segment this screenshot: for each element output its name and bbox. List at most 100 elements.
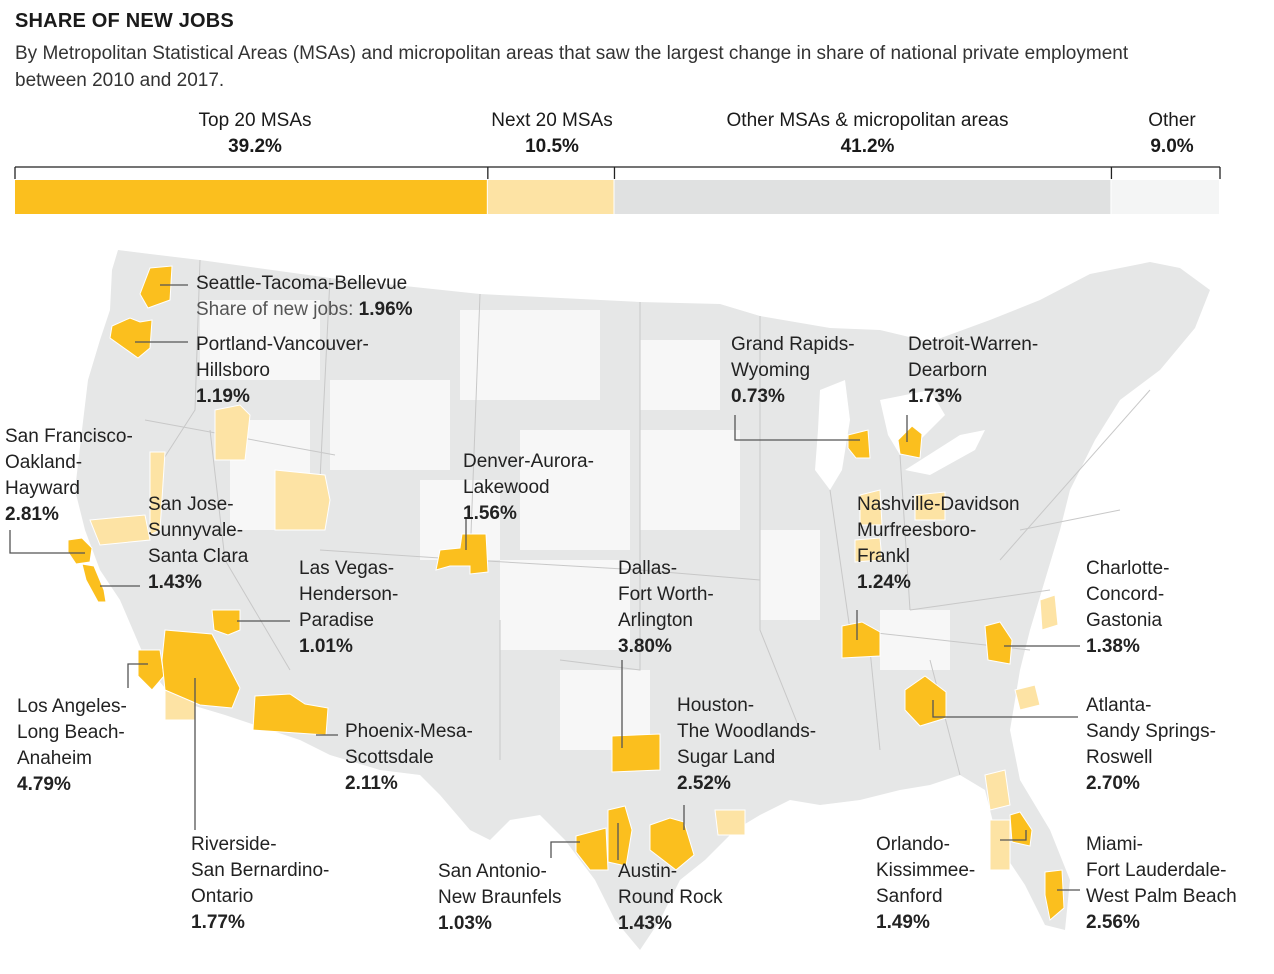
- leader-sanantonio: [550, 841, 580, 858]
- msa-name: Roswell: [1086, 747, 1153, 768]
- msa-share: 4.79%: [17, 774, 71, 795]
- next20-msa-regions: [89, 404, 1059, 871]
- legend-other-msas: Other MSAs & micropolitan areas 41.2%: [660, 108, 1075, 160]
- msa-label-portland: Portland-Vancouver- Hillsboro 1.19%: [196, 332, 369, 410]
- msa-share: 2.11%: [345, 773, 398, 794]
- msa-label-grandrapids: Grand Rapids- Wyoming 0.73%: [731, 332, 855, 410]
- msa-name: Orlando-: [876, 834, 950, 855]
- msa-name: Seattle-Tacoma-Bellevue: [196, 273, 408, 294]
- msa-grandrapids: [847, 429, 871, 459]
- msa-share: 1.77%: [191, 912, 245, 933]
- leader-lines: [9, 284, 1080, 891]
- msa-riverside: [161, 629, 241, 709]
- msa-name: Sandy Springs-: [1086, 721, 1216, 742]
- msa-name: Sugar Land: [677, 747, 776, 768]
- msa-seattle: [139, 265, 173, 309]
- msa-share: 1.43%: [618, 913, 672, 934]
- msa-name: Atlanta-: [1086, 695, 1152, 716]
- leader-grandrapids: [734, 415, 860, 441]
- msa-name: Phoenix-Mesa-: [345, 721, 473, 742]
- legend-other-msas-value: 41.2%: [840, 136, 895, 157]
- chart-title: SHARE OF NEW JOBS: [15, 10, 234, 32]
- msa-dallas: [611, 733, 661, 773]
- msa-name: Fort Lauderdale-: [1086, 860, 1227, 881]
- msa-name: The Woodlands-: [677, 721, 817, 742]
- msa-name: Grand Rapids-: [731, 334, 855, 355]
- msa-share: 2.56%: [1086, 912, 1140, 933]
- msa-name: Charlotte-: [1086, 558, 1170, 579]
- msa-name: Austin-: [618, 861, 678, 882]
- msa-name: San Antonio-: [438, 861, 547, 882]
- msa-miami: [1044, 869, 1065, 921]
- msa-name: Sanford: [876, 886, 943, 907]
- msa-label-nashville: Nashville-Davidson Murfreesboro- Frankl …: [857, 492, 1020, 596]
- msa-name: Gastonia: [1086, 610, 1163, 631]
- msa-name: Concord-: [1086, 584, 1165, 605]
- msa-share: 1.56%: [463, 503, 517, 524]
- msa-name: Arlington: [618, 610, 693, 631]
- msa-name: Lakewood: [463, 477, 550, 498]
- msa-share: 1.01%: [299, 636, 353, 657]
- msa-portland: [109, 317, 153, 359]
- msa-name: Anaheim: [17, 748, 92, 769]
- msa-name: New Braunfels: [438, 887, 562, 908]
- msa-name: Round Rock: [618, 887, 723, 908]
- msa-name: San Francisco-: [5, 426, 133, 447]
- msa-name: Oakland-: [5, 452, 83, 473]
- msa-name: Los Angeles-: [17, 696, 127, 717]
- msa-denver: [435, 533, 489, 575]
- msa-label-denver: Denver-Aurora- Lakewood 1.56%: [463, 449, 594, 527]
- chart-subtitle: By Metropolitan Statistical Areas (MSAs)…: [15, 43, 1129, 91]
- legend-other-msas-name: Other MSAs & micropolitan areas: [726, 110, 1009, 131]
- msa-share: 1.73%: [908, 386, 962, 407]
- msa-name: Portland-Vancouver-: [196, 334, 369, 355]
- lake-erie: [905, 430, 985, 475]
- msa-name: Murfreesboro-: [857, 520, 977, 541]
- msa-sanantonio: [575, 827, 609, 871]
- stacked-share-bar: [14, 166, 1221, 214]
- share-prefix: Share of new jobs:: [196, 299, 354, 320]
- msa-label-sf: San Francisco- Oakland- Hayward 2.81%: [5, 424, 133, 528]
- legend-top20-name: Top 20 MSAs: [198, 110, 312, 131]
- msa-share: 0.73%: [731, 386, 785, 407]
- msa-name: Frankl: [857, 546, 910, 567]
- msa-share: 2.70%: [1086, 773, 1140, 794]
- msa-sanjose: [81, 563, 107, 603]
- msa-name: Las Vegas-: [299, 558, 395, 579]
- msa-label-la: Los Angeles- Long Beach- Anaheim 4.79%: [17, 694, 127, 798]
- msa-share: 2.81%: [5, 504, 59, 525]
- legend-other-value: 9.0%: [1150, 136, 1194, 157]
- msa-label-miami: Miami- Fort Lauderdale- West Palm Beach …: [1086, 832, 1237, 936]
- msa-label-lasvegas: Las Vegas- Henderson- Paradise 1.01%: [299, 556, 398, 660]
- bar-segment-top20: [15, 180, 487, 214]
- msa-name: Houston-: [677, 695, 755, 716]
- msa-label-austin: Austin- Round Rock 1.43%: [618, 859, 723, 937]
- msa-name: Dearborn: [908, 360, 988, 381]
- msa-label-houston: Houston- The Woodlands- Sugar Land 2.52%: [677, 693, 816, 797]
- msa-name: Wyoming: [731, 360, 811, 381]
- msa-name: Miami-: [1086, 834, 1143, 855]
- msa-name: Detroit-Warren-: [908, 334, 1039, 355]
- msa-sf: [67, 537, 93, 565]
- leader-orlando: [1000, 830, 1027, 841]
- rural-county-patches: [200, 300, 950, 750]
- msa-houston: [649, 817, 695, 871]
- msa-name: Hillsboro: [196, 360, 270, 381]
- msa-name: Long Beach-: [17, 722, 125, 743]
- bar-segment-other: [1111, 180, 1219, 214]
- msa-charlotte: [984, 621, 1013, 665]
- msa-name: Paradise: [299, 610, 374, 631]
- msa-label-detroit: Detroit-Warren- Dearborn 1.73%: [908, 332, 1038, 410]
- msa-name: Dallas-: [618, 558, 678, 579]
- msa-name: Fort Worth-: [618, 584, 714, 605]
- msa-share: 1.38%: [1086, 636, 1140, 657]
- msa-label-orlando: Orlando- Kissimmee- Sanford 1.49%: [876, 832, 975, 936]
- msa-detroit: [897, 425, 923, 459]
- msa-name: Henderson-: [299, 584, 399, 605]
- msa-name: Sunnyvale-: [148, 520, 244, 541]
- msa-name: Nashville-Davidson: [857, 494, 1020, 515]
- legend-other: Other 9.0%: [1122, 108, 1222, 160]
- bar-segment-other-msas: [614, 180, 1111, 214]
- msa-name: Scottsdale: [345, 747, 434, 768]
- leader-atlanta: [932, 700, 1078, 718]
